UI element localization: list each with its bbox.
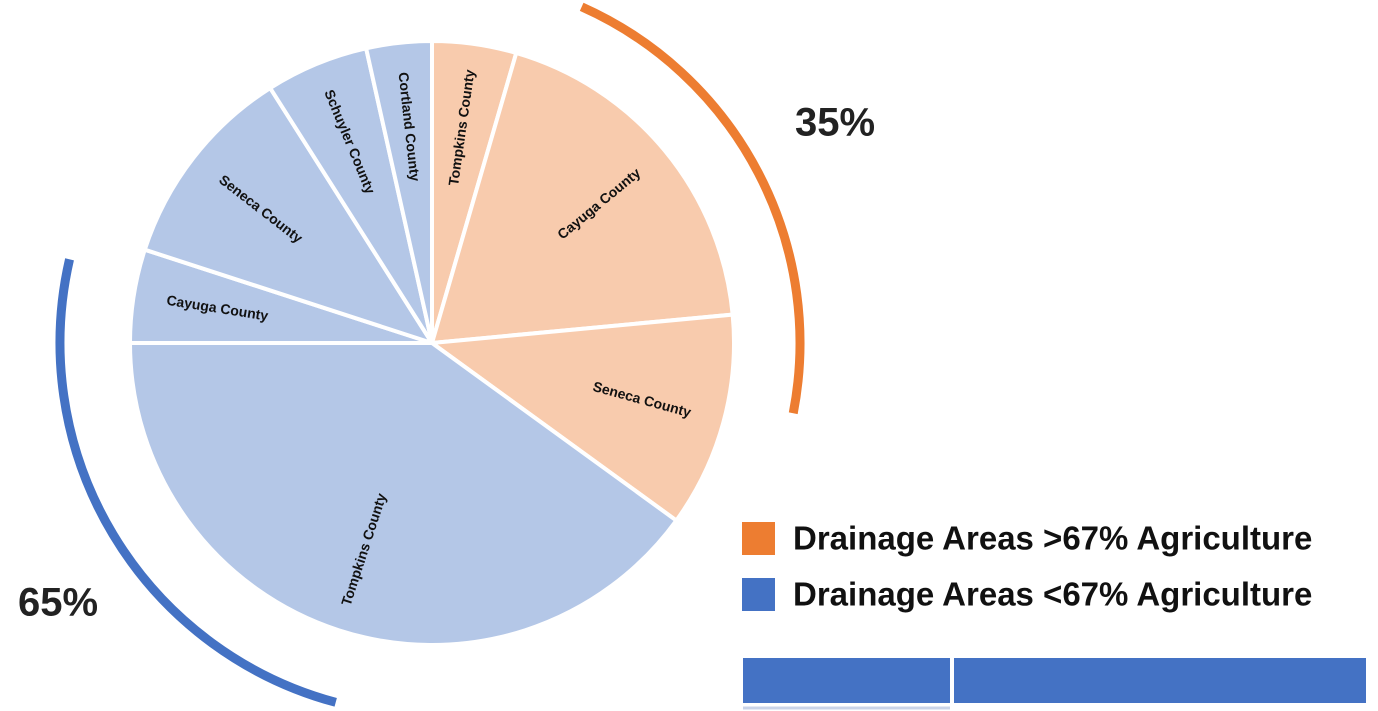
- pie-slice: [363, 38, 434, 344]
- legend-text: Drainage Areas >67% Agriculture: [793, 520, 1312, 557]
- group-arc: [55, 258, 337, 707]
- legend-swatch: [742, 578, 775, 611]
- group-arc: [579, 2, 805, 415]
- pie-slice: [429, 50, 735, 346]
- table-header: [743, 658, 1370, 703]
- pie-slice: [142, 85, 437, 347]
- group-label: 65%: [18, 581, 98, 625]
- legend-swatch: [742, 522, 775, 555]
- legend-text: Drainage Areas <67% Agriculture: [793, 576, 1312, 613]
- group-label: 35%: [795, 101, 875, 145]
- pie-slice: [127, 341, 680, 647]
- pie-slice: [426, 312, 736, 524]
